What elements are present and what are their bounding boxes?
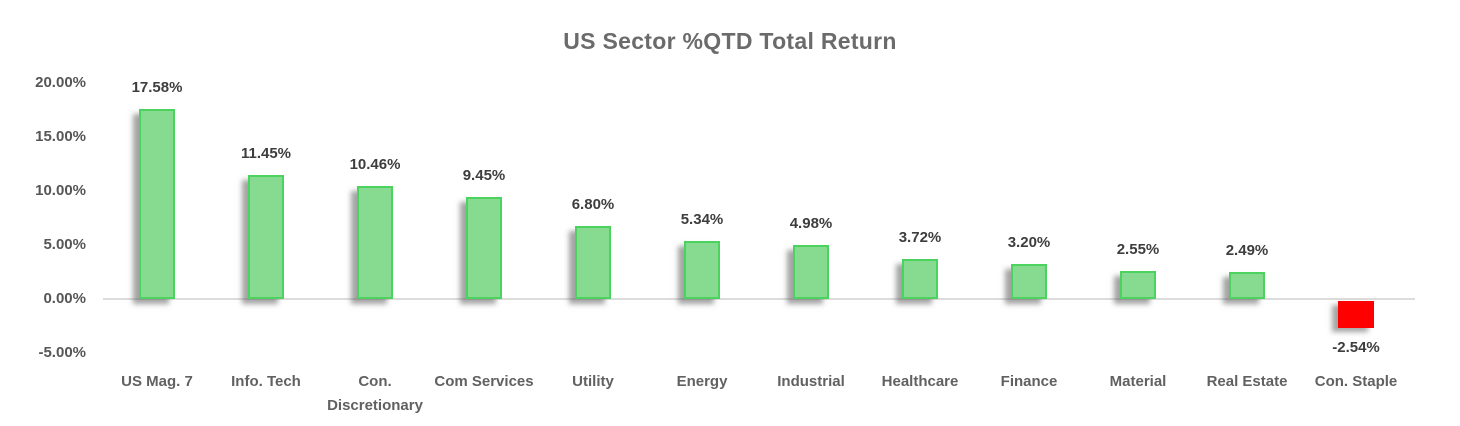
bar-con-staple [1338,301,1374,328]
bar-value-label: -2.54% [1332,339,1380,356]
bar-info-tech [248,175,284,299]
y-tick-label: 10.00% [35,182,86,199]
bar-energy [684,241,720,299]
bar-com-services [466,197,502,299]
y-tick-label: 0.00% [43,290,86,307]
bar-value-label: 2.49% [1225,242,1269,259]
bar-value-label: 11.45% [240,145,292,162]
x-axis-label: Com Services [434,373,534,390]
x-axis-label: Utility [572,373,614,390]
x-axis-label: Finance [1000,373,1058,390]
x-axis-label: US Mag. 7 [121,373,193,390]
x-axis-label: Energy [676,373,728,390]
x-axis-label: Info. Tech [231,373,301,390]
bar-value-label: 4.98% [789,215,833,232]
bar-finance [1011,264,1047,299]
zero-axis-line [103,298,1415,300]
bar-value-label: 17.58% [131,79,183,96]
bar-value-label: 3.20% [1007,234,1051,251]
chart-title: US Sector %QTD Total Return [563,28,897,54]
bar-utility [575,226,611,299]
bar-healthcare [902,259,938,299]
bar-con-discretionary [357,186,393,299]
bar-value-label: 5.34% [680,211,724,228]
x-axis-label: Con. Staple [1314,373,1398,390]
bar-value-label: 6.80% [571,196,615,213]
bar-material [1120,271,1156,299]
y-tick-label: 20.00% [35,74,86,91]
bar-value-label: 10.46% [349,156,401,173]
y-tick-label: -5.00% [38,344,86,361]
x-axis-label: Real Estate [1206,373,1288,390]
x-axis-label: Healthcare [881,373,959,390]
bar-value-label: 3.72% [898,229,942,246]
x-axis-label: Industrial [777,373,845,390]
bar-value-label: 2.55% [1116,241,1160,258]
bar-industrial [793,245,829,299]
y-tick-label: 5.00% [43,236,86,253]
bar-real-estate [1229,272,1265,299]
x-axis-label: Con. Discretionary [327,373,423,414]
y-tick-label: 15.00% [35,128,86,145]
bar-us-mag-7 [139,109,175,299]
x-axis-label: Material [1109,373,1167,390]
bar-value-label: 9.45% [462,167,506,184]
